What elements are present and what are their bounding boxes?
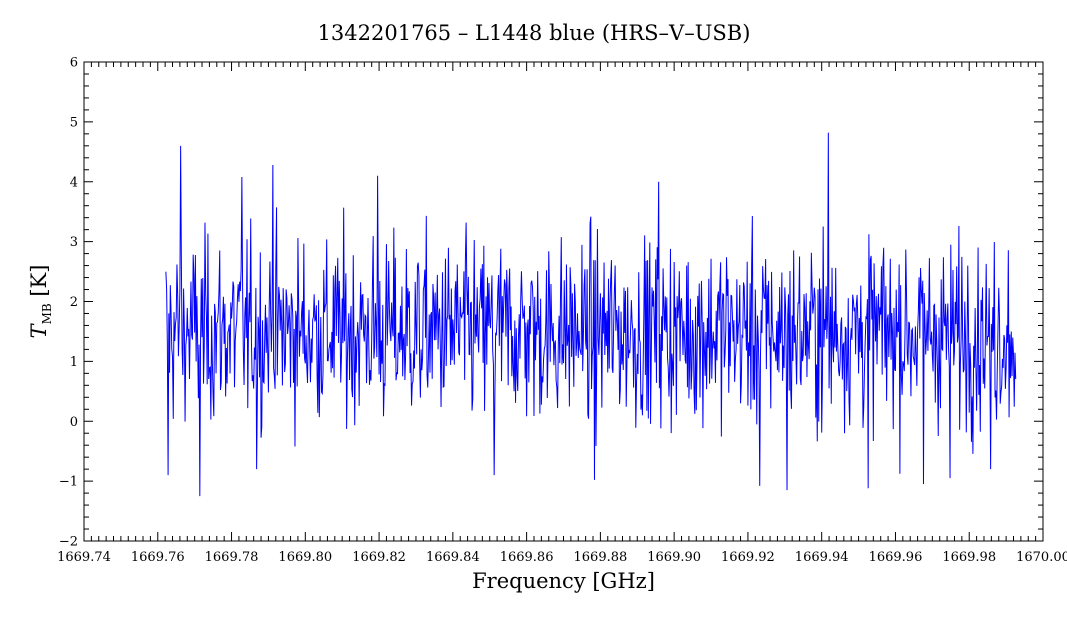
x-tick-label: 1669.98 xyxy=(942,550,996,565)
x-tick-label: 1669.74 xyxy=(57,550,111,565)
y-tick-label: 3 xyxy=(70,235,78,250)
y-axis-title-unit: [K] xyxy=(27,265,51,304)
x-tick-label: 1669.88 xyxy=(574,550,628,565)
y-axis-title: TMB [K] xyxy=(27,265,54,339)
plot-frame xyxy=(83,61,1044,542)
x-tick-label: 1669.82 xyxy=(352,550,406,565)
x-tick-label: 1669.92 xyxy=(721,550,775,565)
y-axis: −2 −1 0 1 2 3 4 5 6 xyxy=(59,56,1043,550)
series-layer xyxy=(165,132,1017,497)
series-line xyxy=(165,132,1017,497)
y-tick-label: 0 xyxy=(70,415,78,430)
x-tick-label: 1669.90 xyxy=(647,550,701,565)
x-tick-label: 1669.76 xyxy=(131,550,185,565)
y-tick-label: −1 xyxy=(59,475,78,490)
x-axis-title: Frequency [GHz] xyxy=(472,569,655,593)
x-tick-label: 1669.94 xyxy=(795,550,849,565)
y-axis-title-sub: MB xyxy=(40,303,54,324)
y-tick-label: −2 xyxy=(59,535,78,550)
y-tick-label: 5 xyxy=(70,115,78,130)
x-tick-label: 1669.84 xyxy=(426,550,480,565)
x-tick-label: 1670.00 xyxy=(1016,550,1067,565)
y-axis-title-main: T xyxy=(27,322,51,338)
x-tick-label: 1669.80 xyxy=(278,550,332,565)
chart-title: 1342201765 – L1448 blue (HRS–V–USB) xyxy=(318,21,751,45)
y-tick-label: 2 xyxy=(70,295,78,310)
y-tick-label: 4 xyxy=(70,175,78,190)
y-tick-label: 6 xyxy=(70,56,78,71)
x-axis: 1669.74 1669.76 1669.78 1669.80 1669.82 1669.… xyxy=(57,62,1067,565)
x-tick-label: 1669.96 xyxy=(869,550,923,565)
y-tick-label: 1 xyxy=(70,355,78,370)
x-tick-label: 1669.78 xyxy=(205,550,259,565)
x-tick-label: 1669.86 xyxy=(500,550,554,565)
